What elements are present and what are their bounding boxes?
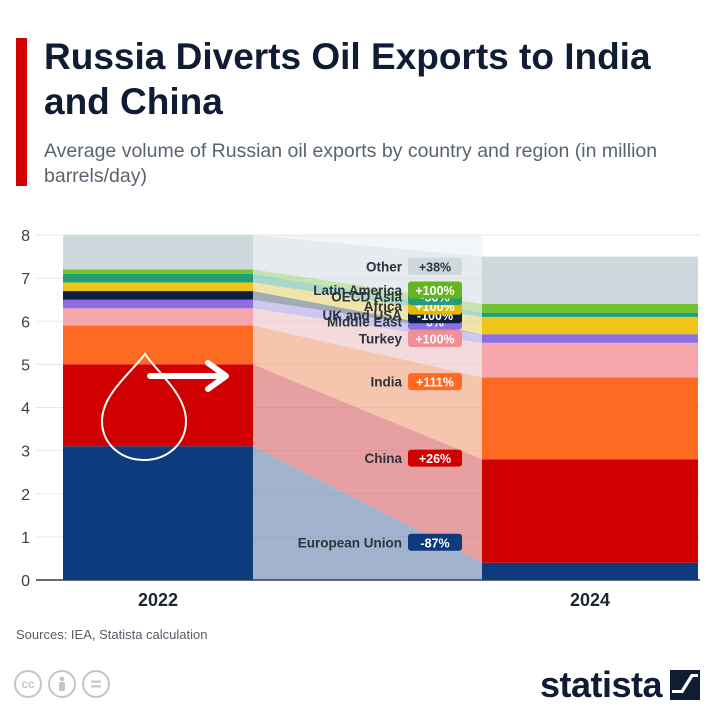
x-category-label: 2022 — [138, 590, 178, 610]
source-note: Sources: IEA, Statista calculation — [16, 627, 208, 642]
change-label: +26% — [419, 452, 451, 466]
bar-segment — [482, 377, 698, 460]
brand-name: statista — [539, 664, 663, 705]
y-tick-label: 8 — [21, 228, 30, 245]
change-badge — [408, 449, 462, 467]
series-label: Other — [366, 259, 403, 274]
bar-segment — [63, 291, 253, 300]
flow-band — [253, 364, 482, 563]
bar-segment — [482, 342, 698, 378]
series-label: Turkey — [359, 332, 403, 347]
series-label: Middle East — [327, 314, 403, 329]
series-label: Latin America — [313, 283, 402, 298]
cc-icon: cc — [14, 670, 42, 698]
page-subtitle: Average volume of Russian oil exports by… — [44, 140, 658, 187]
y-tick-label: 5 — [21, 357, 30, 374]
series-label: European Union — [298, 535, 402, 550]
bar-segment — [482, 459, 698, 563]
change-label: +100% — [415, 284, 454, 298]
change-label: +38% — [419, 260, 451, 274]
bar-segment — [63, 269, 253, 274]
y-tick-label: 3 — [21, 444, 30, 461]
accent-bar — [16, 38, 27, 186]
attribution-icon — [48, 670, 76, 698]
stacked-bar-chart: 0 1 2 3 4 5 6 7 8 European Union -87% China +26% Indi… — [21, 228, 700, 610]
y-tick-label: 2 — [21, 487, 30, 504]
bar-segment — [482, 334, 698, 343]
change-label: +111% — [416, 376, 454, 390]
bar-segment — [63, 446, 253, 580]
series-label: UK and USA — [322, 308, 402, 323]
y-tick-label: 0 — [21, 573, 30, 590]
x-category-label: 2024 — [570, 590, 610, 610]
bar-segment — [63, 273, 253, 283]
series-label: India — [370, 375, 402, 390]
bar-segment — [63, 282, 253, 292]
change-label: -87% — [420, 536, 449, 550]
no-derivatives-icon — [82, 670, 110, 698]
change-badge — [408, 330, 462, 347]
bar-segment — [482, 312, 698, 317]
y-tick-label: 1 — [21, 530, 30, 547]
series-label: Africa — [364, 299, 403, 314]
bar-segment — [482, 316, 698, 335]
bar-segment — [482, 256, 698, 304]
bar-segment — [482, 304, 698, 313]
bar-segment — [63, 308, 253, 326]
bar-segment — [63, 299, 253, 309]
y-tick-label: 7 — [21, 271, 30, 288]
oil-drop-icon — [100, 352, 188, 462]
page-title: Russia Diverts Oil Exports to India and … — [44, 36, 651, 122]
change-label: +100% — [415, 333, 454, 347]
statista-logo-icon — [670, 670, 700, 700]
arrow-right-icon — [147, 360, 229, 392]
flow-band — [253, 325, 482, 460]
bar-segment — [63, 235, 253, 270]
series-label: China — [364, 451, 402, 466]
change-badge — [408, 533, 462, 551]
flow-band — [253, 308, 482, 378]
change-badge — [408, 281, 462, 299]
bar-segment — [63, 325, 253, 365]
y-tick-label: 6 — [21, 314, 30, 331]
series-label: OECD Asia — [331, 289, 402, 304]
y-tick-label: 4 — [21, 401, 30, 418]
change-badge — [408, 257, 462, 275]
statista-brand: statista — [540, 664, 700, 706]
bar-segment — [482, 562, 698, 580]
license-icons: cc — [14, 670, 110, 698]
change-badge — [408, 373, 462, 391]
